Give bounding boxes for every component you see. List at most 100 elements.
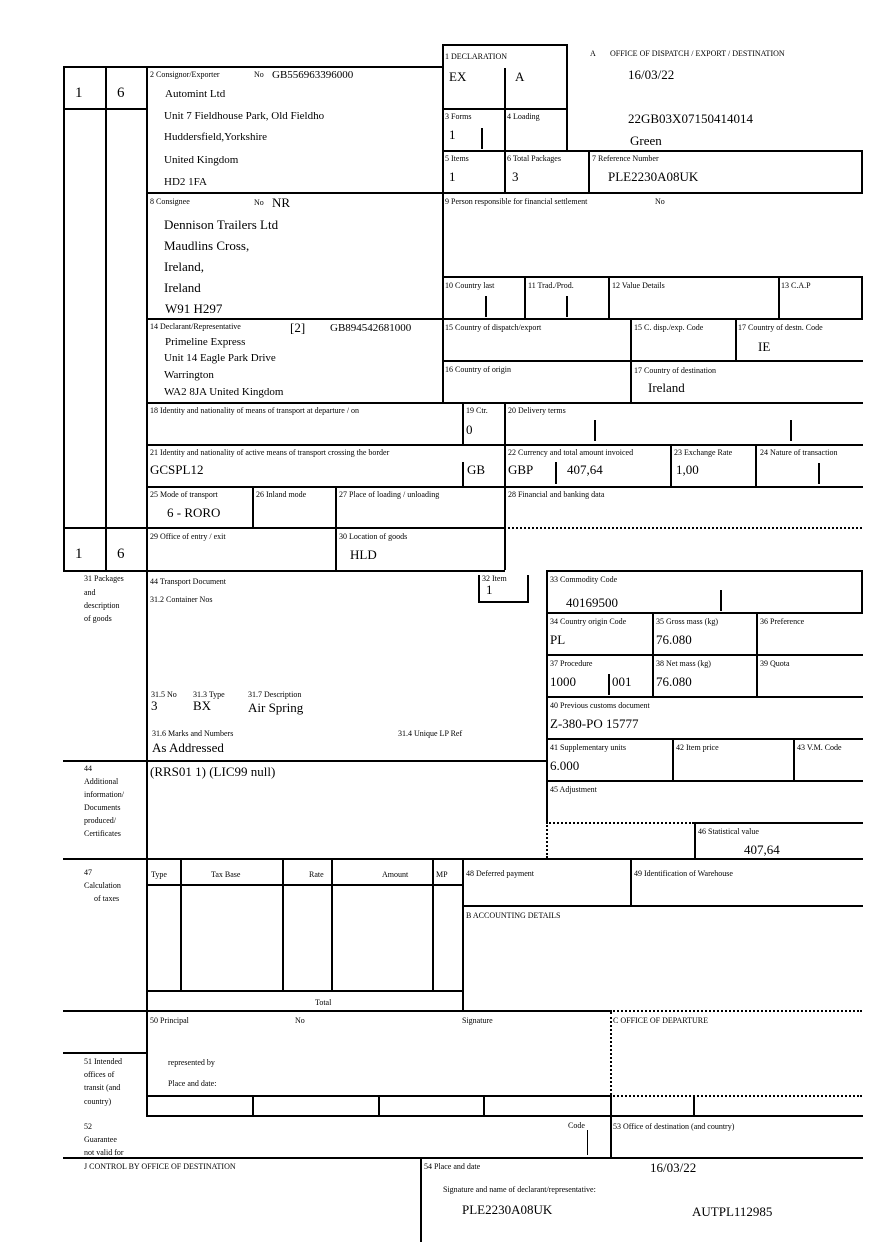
box29-label: 29 Office of entry / exit: [150, 532, 226, 541]
rule-line: [755, 444, 757, 486]
box31-side-label: of goods: [84, 614, 112, 623]
origin-code: PL: [550, 632, 566, 647]
net-mass: 76.080: [656, 674, 692, 689]
box42-label: 42 Item price: [676, 743, 719, 752]
rule-line: [478, 575, 480, 602]
rule-line: [861, 150, 863, 192]
box49-label: 49 Identification of Warehouse: [634, 869, 733, 878]
rule-line: [146, 486, 863, 488]
box45-label: 45 Adjustment: [550, 785, 597, 794]
declarant-code: [2]: [290, 320, 306, 335]
rule-line: [483, 1095, 485, 1115]
box44-side-label: information/: [84, 790, 124, 799]
packages-no: 3: [151, 698, 158, 713]
rule-line: [693, 1095, 695, 1115]
box9-no-label: No: [655, 197, 665, 206]
consignee-address2: Ireland,: [164, 259, 205, 274]
rule-line: [793, 738, 795, 780]
rule-line: [442, 44, 567, 46]
office-departure-label: C OFFICE OF DEPARTURE: [613, 1016, 709, 1025]
consignor-name: Automint Ltd: [165, 88, 226, 100]
box44-side-label: 44: [84, 764, 92, 773]
box25-label: 25 Mode of transport: [150, 490, 218, 499]
container-nos-label: 31.2 Container Nos: [150, 595, 213, 604]
box51-side-label: offices of: [84, 1070, 115, 1079]
rule-line: [63, 760, 547, 762]
box9-label: 9 Person responsible for financial settl…: [445, 197, 588, 206]
copy-number-lower: 1: [75, 546, 83, 562]
rule-line: [555, 462, 557, 484]
rule-line: [462, 462, 464, 486]
box19-label: 19 Ctr.: [466, 406, 488, 415]
rule-line: [335, 486, 337, 570]
rule-line: [420, 1157, 422, 1242]
rule-line: [610, 1095, 862, 1097]
box52-side-label: not valid for: [84, 1148, 124, 1157]
box34-label: 34 Country origin Code: [550, 617, 627, 626]
packages-type: BX: [193, 698, 212, 713]
reference-number: PLE2230A08UK: [608, 169, 699, 184]
rule-line: [282, 858, 284, 990]
box35-label: 35 Gross mass (kg): [656, 617, 718, 626]
rule-line: [146, 1115, 863, 1117]
rule-line: [546, 822, 548, 858]
rule-line: [481, 128, 483, 149]
tax-total-label: Total: [315, 998, 332, 1007]
copy-number: 1: [75, 85, 83, 101]
rule-line: [524, 276, 526, 318]
box47-side-label: of taxes: [94, 894, 120, 903]
invoice-amount: 407,64: [567, 462, 603, 477]
box47-side-label: Calculation: [84, 881, 121, 890]
rule-line: [462, 402, 464, 444]
items-value: 1: [449, 169, 456, 184]
box51-side-label: country): [84, 1097, 112, 1106]
box13-label: 13 C.A.P: [781, 281, 811, 290]
consignor-country: United Kingdom: [164, 154, 239, 166]
rule-line: [146, 192, 863, 194]
box22-label: 22 Currency and total amount invoiced: [508, 448, 634, 457]
tax-col-type: Type: [151, 870, 167, 879]
destination-code: IE: [758, 339, 771, 354]
procedure-subcode: 001: [612, 674, 632, 689]
declarant-address1: Unit 14 Eagle Park Drive: [164, 352, 276, 364]
rule-line: [63, 570, 505, 572]
box24-label: 24 Nature of transaction: [760, 448, 838, 457]
rule-line: [546, 570, 863, 572]
consignee-postcode: W91 H297: [165, 301, 223, 316]
accounting-details-label: B ACCOUNTING DETAILS: [466, 911, 561, 920]
rule-line: [778, 276, 780, 318]
marks-label: 31.6 Marks and Numbers: [152, 729, 234, 738]
box5-label: 5 Items: [445, 154, 469, 163]
commodity-code: 40169500: [566, 595, 618, 610]
declarant-signature-name: AUTPL112985: [692, 1204, 773, 1219]
rule-line: [608, 674, 610, 695]
rule-line: [546, 822, 694, 824]
rule-line: [790, 420, 792, 441]
rule-line: [63, 66, 443, 68]
box43-label: 43 V.M. Code: [797, 743, 842, 752]
rule-line: [462, 858, 464, 1010]
box4-label: 4 Loading: [507, 112, 540, 121]
rule-line: [566, 44, 568, 150]
box44-side-label: Documents: [84, 803, 121, 812]
box11-label: 11 Trad./Prod.: [528, 281, 574, 290]
declarant-postcode-country: WA2 8JA United Kingdom: [164, 386, 284, 398]
supplementary-units: 6.000: [550, 758, 580, 773]
box44-side-label: produced/: [84, 816, 116, 825]
rule-line: [546, 612, 863, 614]
box39-label: 39 Quota: [760, 659, 790, 668]
box40-label: 40 Previous customs document: [550, 701, 650, 710]
consignee-name: Dennison Trailers Ltd: [164, 217, 279, 232]
box50-signature-label: Signature: [462, 1016, 493, 1025]
rule-line: [594, 420, 596, 441]
form-number: 6: [117, 85, 125, 101]
box54-label: 54 Place and date: [424, 1162, 481, 1171]
box32-label: 32 Item: [482, 574, 507, 583]
box1-label: 1 DECLARATION: [445, 52, 507, 61]
box2-label: 2 Consignor/Exporter: [150, 70, 220, 79]
declarant-reference: PLE2230A08UK: [462, 1202, 553, 1217]
consignor-address2: Huddersfield,Yorkshire: [164, 131, 268, 143]
packages-type-label: 31.3 Type: [193, 690, 225, 699]
rule-line: [546, 654, 863, 656]
item-number: 1: [486, 582, 493, 597]
